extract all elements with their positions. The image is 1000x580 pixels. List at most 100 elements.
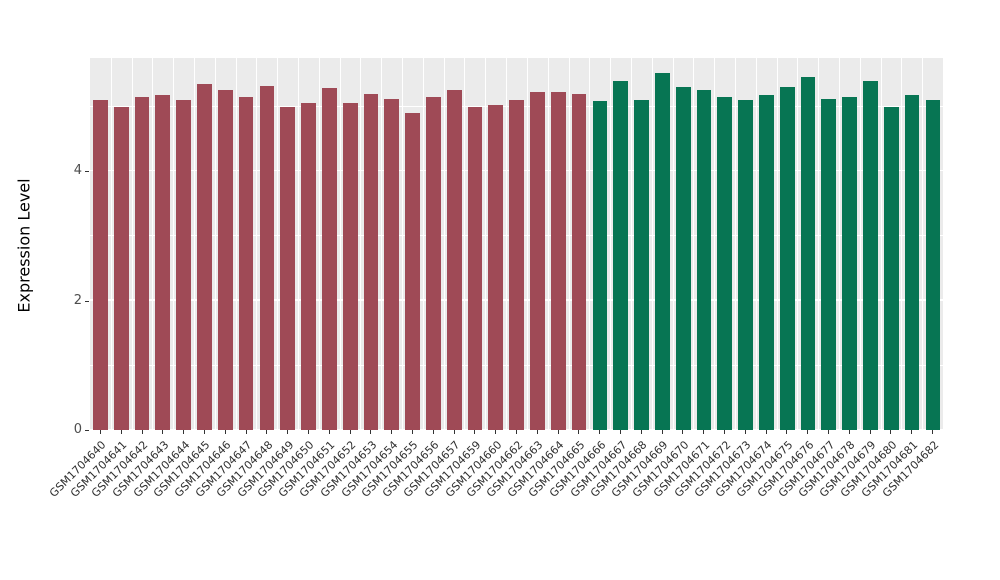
bar <box>696 90 712 430</box>
x-axis-tick <box>99 430 101 434</box>
bar-slot <box>90 58 111 430</box>
x-axis-area: GSM1704640 GSM1704641 GSM1704642 GSM1704643… <box>47 430 943 580</box>
bar <box>384 98 400 430</box>
bar <box>717 96 733 430</box>
vertical-gridline <box>256 58 258 430</box>
bar <box>592 101 608 430</box>
x-axis-tick <box>620 430 622 434</box>
bar-slot <box>173 58 194 430</box>
bar <box>509 100 525 430</box>
x-axis-tick <box>328 430 330 434</box>
bar <box>155 94 171 430</box>
vertical-gridline <box>734 58 736 430</box>
bar <box>925 100 941 430</box>
bar <box>176 100 192 430</box>
bar <box>446 90 462 430</box>
bar-slot <box>569 58 590 430</box>
bar <box>530 92 545 430</box>
bar-slot <box>902 58 923 430</box>
vertical-gridline <box>818 58 820 430</box>
x-axis-tick <box>453 430 455 434</box>
vertical-gridline-layer <box>90 58 943 430</box>
x-axis-tick <box>411 430 413 434</box>
bar <box>93 100 108 430</box>
bar-slot <box>610 58 631 430</box>
vertical-gridline <box>568 58 570 430</box>
vertical-gridline <box>838 58 840 430</box>
y-tick-label: 4 <box>73 163 82 179</box>
bar-slot <box>361 58 382 430</box>
bar <box>467 106 483 430</box>
vertical-gridline <box>235 58 237 430</box>
bar-slot <box>590 58 611 430</box>
bar <box>301 103 316 430</box>
bar-slot <box>152 58 173 430</box>
bar-slot <box>465 58 486 430</box>
y-axis-tick <box>85 430 89 431</box>
bar <box>654 72 670 430</box>
bar-slot <box>485 58 506 430</box>
bar <box>363 93 379 430</box>
vertical-gridline <box>485 58 487 430</box>
bar-slot <box>673 58 694 430</box>
x-axis-tick <box>307 430 309 434</box>
bar <box>883 106 899 430</box>
x-axis-tick <box>807 430 809 434</box>
x-axis-tick <box>661 430 663 434</box>
bar-slot <box>923 58 944 430</box>
x-axis-tick <box>495 430 497 434</box>
bar-slot <box>257 58 278 430</box>
vertical-gridline <box>880 58 882 430</box>
x-axis-tick <box>162 430 164 434</box>
bar-slot <box>506 58 527 430</box>
vertical-gridline <box>651 58 653 430</box>
x-axis-tick <box>536 430 538 434</box>
vertical-gridline <box>464 58 466 430</box>
vertical-gridline <box>672 58 674 430</box>
x-axis-tick <box>120 430 122 434</box>
x-axis-tick <box>786 430 788 434</box>
x-axis-tick <box>432 430 434 434</box>
x-axis-tick <box>141 430 143 434</box>
x-axis-tick <box>391 430 393 434</box>
plot-panel <box>90 58 943 430</box>
bar <box>759 94 774 430</box>
x-axis-tick <box>224 430 226 434</box>
x-axis-tick <box>765 430 767 434</box>
vertical-gridline <box>630 58 632 430</box>
vertical-gridline <box>298 58 300 430</box>
x-axis-tick <box>287 430 289 434</box>
bar <box>821 98 837 430</box>
vertical-gridline <box>797 58 799 430</box>
vertical-gridline <box>277 58 279 430</box>
bar-slot <box>714 58 735 430</box>
bar <box>550 92 566 430</box>
x-axis-tick <box>474 430 476 434</box>
vertical-gridline <box>776 58 778 430</box>
x-axis-tick <box>828 430 830 434</box>
x-axis-tick <box>516 430 517 434</box>
vertical-gridline <box>339 58 341 430</box>
vertical-gridline <box>589 58 591 430</box>
x-axis-tick <box>640 430 642 434</box>
vertical-gridline <box>131 58 133 430</box>
x-axis-tick <box>599 430 601 434</box>
vertical-gridline <box>443 58 445 430</box>
vertical-gridline <box>922 58 924 430</box>
vertical-gridline <box>859 58 861 430</box>
vertical-gridline <box>194 58 196 430</box>
x-axis-tick <box>911 430 913 434</box>
x-axis-tick <box>349 430 351 434</box>
bar-slot <box>215 58 236 430</box>
bar-slot <box>777 58 798 430</box>
bar <box>426 96 441 430</box>
bar <box>863 80 878 430</box>
bar <box>113 106 129 430</box>
bar-slot <box>798 58 819 430</box>
x-axis-tick <box>557 430 559 434</box>
bar-slot <box>881 58 902 430</box>
x-axis-tick <box>266 430 268 434</box>
bar-slot <box>319 58 340 430</box>
x-axis-tick <box>370 430 372 434</box>
